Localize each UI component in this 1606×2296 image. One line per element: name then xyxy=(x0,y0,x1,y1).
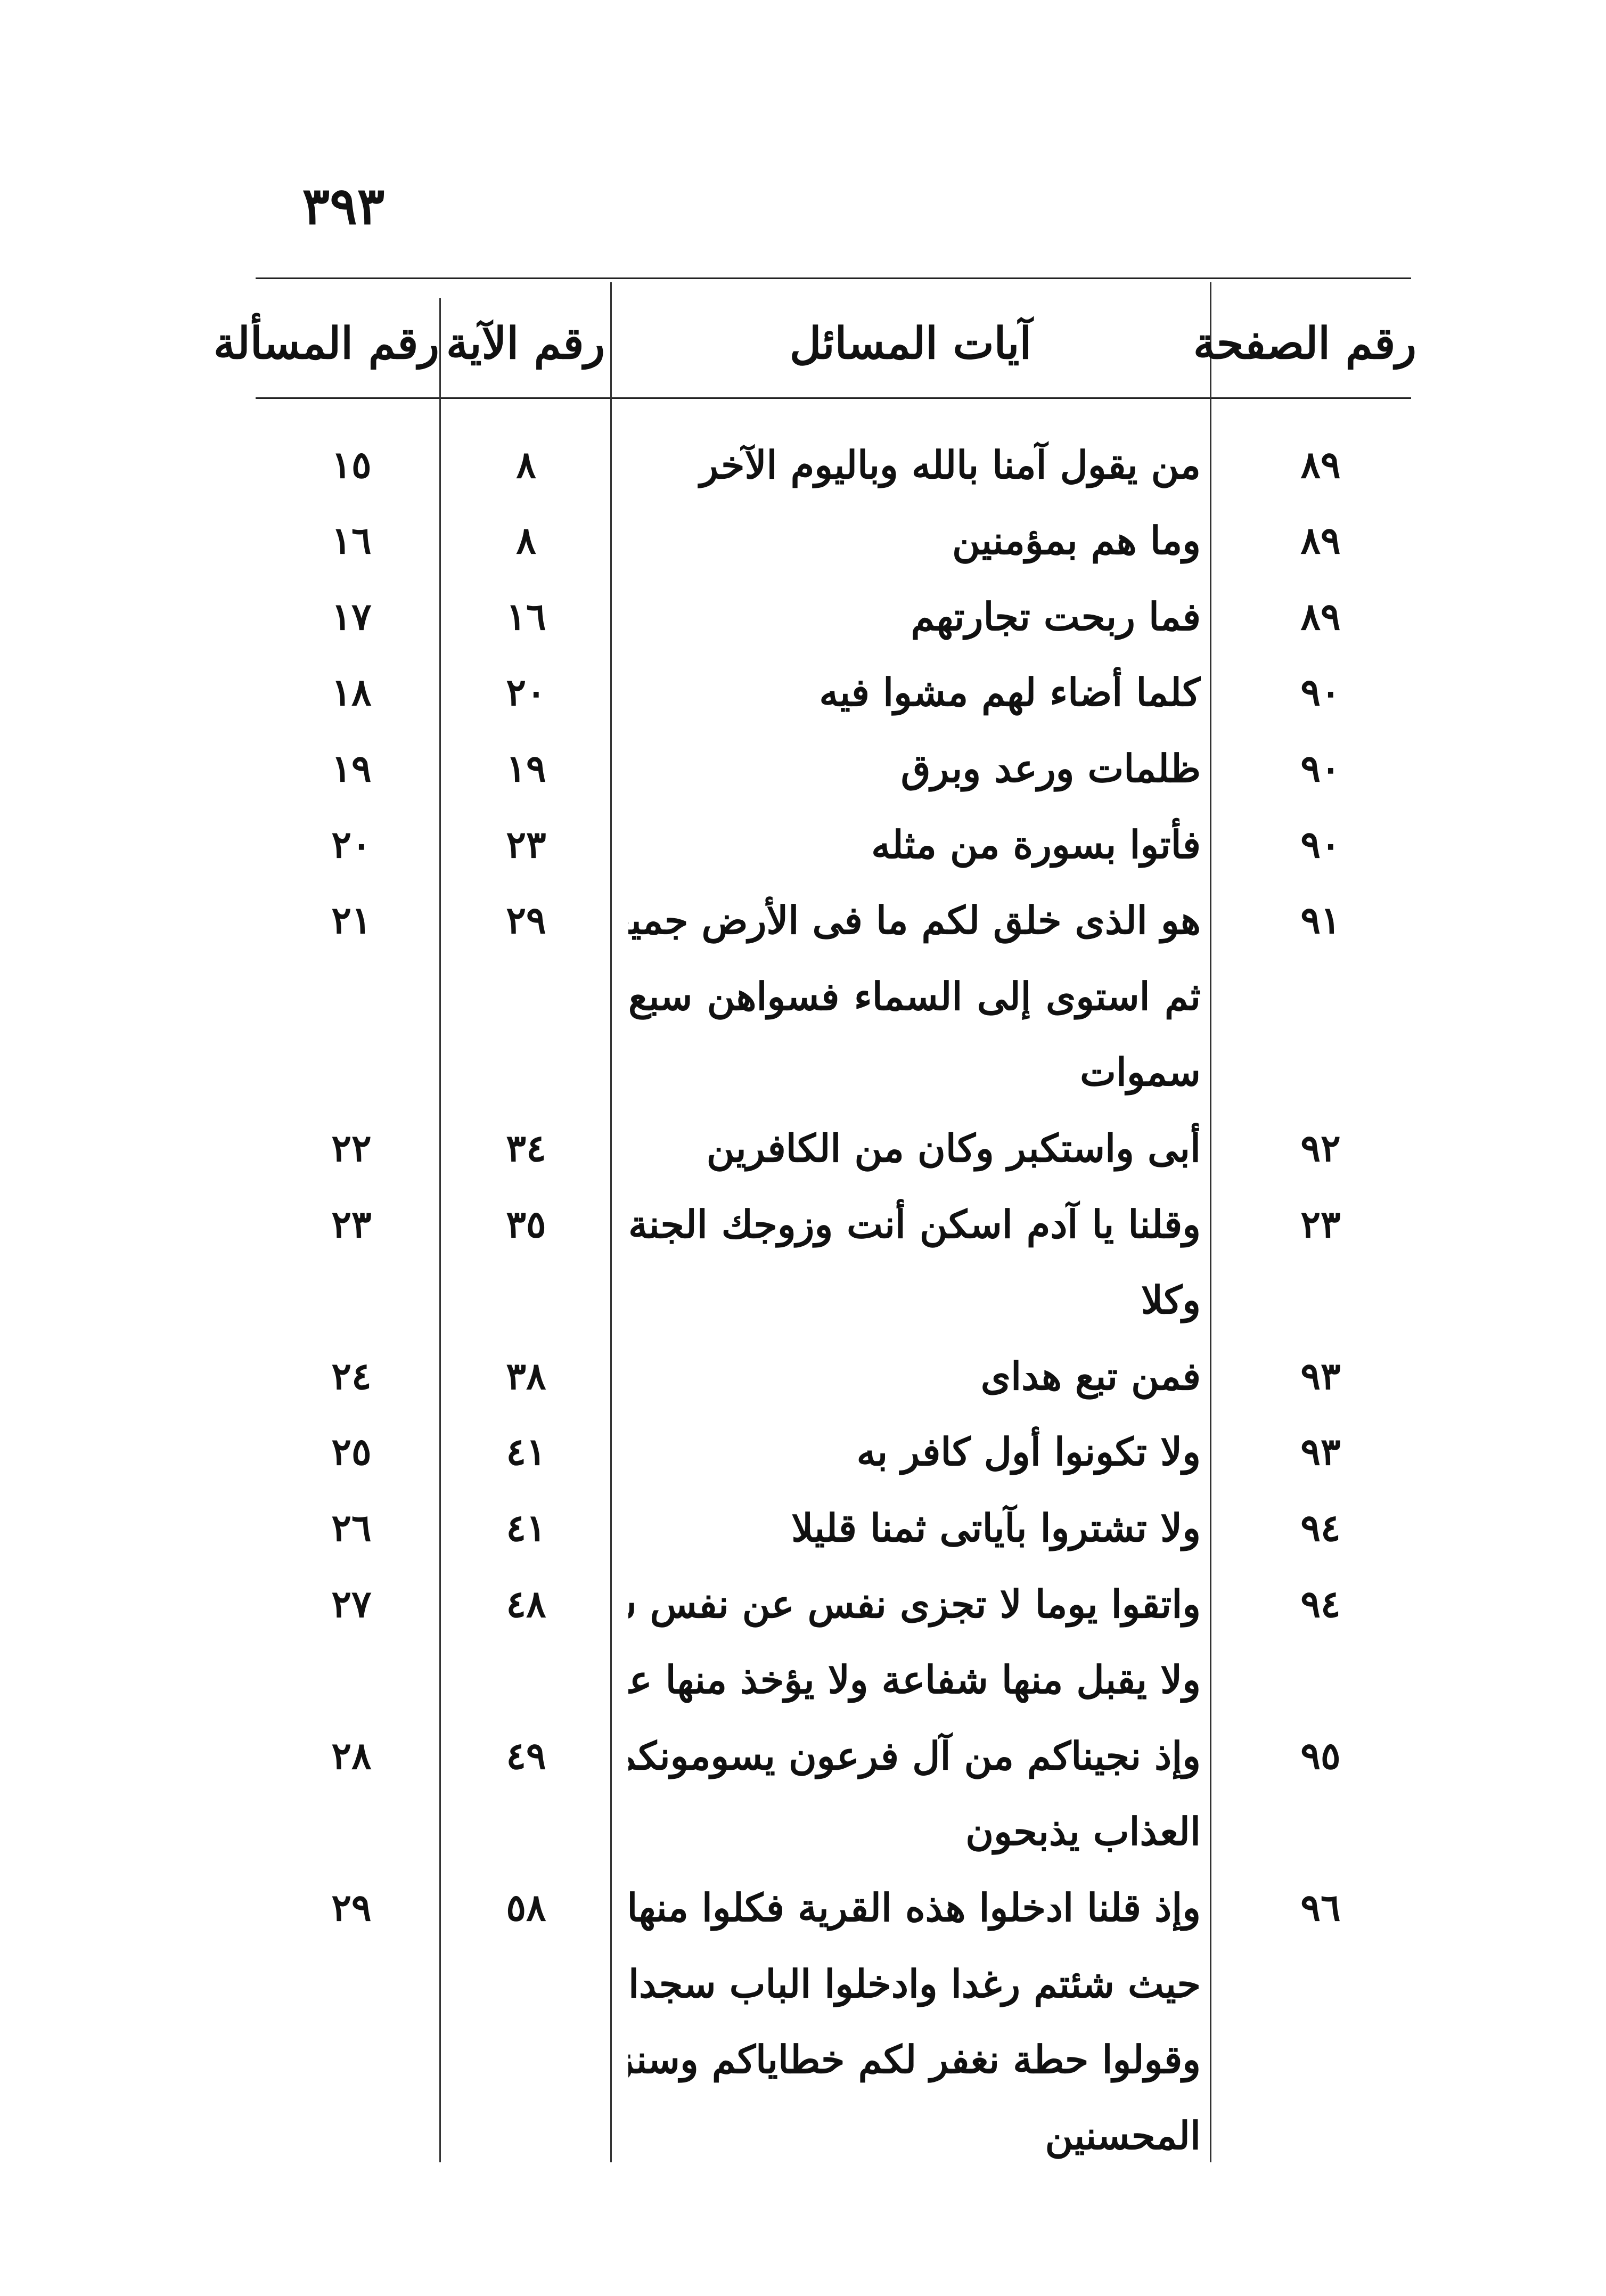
divider-aya-verses xyxy=(610,282,612,2162)
masala-cell: ١٧ xyxy=(331,594,372,639)
masala-cell: ٢٤ xyxy=(331,1353,372,1398)
masala-cell: ١٦ xyxy=(331,518,372,563)
verse-line: حيث شئتم رغدا وادخلوا الباب سجدا xyxy=(628,1960,1201,2006)
verse-line: وقلنا يا آدم اسكن أنت وزوجك الجنة xyxy=(628,1201,1201,1247)
page-cell: ٩٠ xyxy=(1300,670,1341,715)
verse-line: واتقوا يوما لا تجزى نفس عن نفس شيئا xyxy=(628,1581,1201,1627)
verse-line: العذاب يذبحون xyxy=(965,1809,1201,1854)
masala-cell: ١٥ xyxy=(331,442,372,487)
aya-cell: ٤١ xyxy=(506,1429,546,1474)
verse-line: وإذ قلنا ادخلوا هذه القرية فكلوا منها xyxy=(628,1884,1201,1930)
verse-line: وإذ نجيناكم من آل فرعون يسومونكم سوء xyxy=(628,1733,1201,1778)
masala-cell: ٢٣ xyxy=(331,1202,372,1246)
verse-line: ولا يقبل منها شفاعة ولا يؤخذ منها عدل xyxy=(628,1657,1201,1703)
page-cell: ٩٣ xyxy=(1300,1429,1341,1474)
aya-cell: ٤١ xyxy=(506,1505,546,1550)
aya-cell: ٢٣ xyxy=(506,822,546,867)
verse-line: ثم استوى إلى السماء فسواهن سبع xyxy=(628,973,1201,1019)
verse-line: وكلا xyxy=(1141,1277,1201,1323)
masala-cell: ٢٢ xyxy=(331,1125,372,1170)
masala-cell: ٢٠ xyxy=(331,822,372,867)
page-cell: ٢٣ xyxy=(1300,1202,1341,1246)
page-cell: ٩٤ xyxy=(1300,1505,1341,1550)
verse-line: هو الذى خلق لكم ما فى الأرض جميعا xyxy=(628,897,1201,943)
masala-cell: ٢٧ xyxy=(331,1581,372,1626)
header-masala: رقم المسألة xyxy=(213,318,439,369)
page-cell: ٩٠ xyxy=(1300,822,1341,867)
aya-cell: ٨ xyxy=(516,442,536,487)
verse-line: فما ربحت تجارتهم xyxy=(911,593,1201,639)
masala-cell: ٢٥ xyxy=(331,1429,372,1474)
masala-cell: ٢٩ xyxy=(331,1885,372,1930)
header-bottom-rule xyxy=(256,397,1411,399)
masala-cell: ٢٦ xyxy=(331,1505,372,1550)
verse-line: ظلمات ورعد وبرق xyxy=(900,745,1201,791)
page-cell: ٩٣ xyxy=(1300,1353,1341,1398)
page-cell: ٩٢ xyxy=(1300,1125,1341,1170)
verse-line: كلما أضاء لهم مشوا فيه xyxy=(819,669,1201,715)
aya-cell: ٣٨ xyxy=(506,1353,546,1398)
header-verses: آيات المسائل xyxy=(789,318,1032,369)
masala-cell: ٢٨ xyxy=(331,1733,372,1778)
header-aya: رقم الآية xyxy=(446,318,605,369)
page-cell: ٩٦ xyxy=(1300,1885,1341,1930)
page-cell: ٩١ xyxy=(1300,898,1341,943)
verse-line: ولا تشتروا بآياتى ثمنا قليلا xyxy=(791,1505,1201,1550)
aya-cell: ٨ xyxy=(516,518,536,563)
page-cell: ٩٤ xyxy=(1300,1581,1341,1626)
verse-line: وما هم بمؤمنين xyxy=(952,518,1201,563)
verse-line: ولا تكونوا أول كافر به xyxy=(856,1429,1201,1475)
aya-cell: ٢٩ xyxy=(506,898,546,943)
verse-line: سموات xyxy=(1080,1049,1201,1095)
verse-line: المحسنين xyxy=(1045,2112,1201,2158)
verse-line: أبى واستكبر وكان من الكافرين xyxy=(706,1125,1201,1171)
verse-line: فمن تبع هداى xyxy=(980,1353,1201,1399)
masala-cell: ١٩ xyxy=(331,746,372,790)
aya-cell: ٥٨ xyxy=(506,1885,546,1930)
header-top-rule xyxy=(256,277,1411,279)
header-page: رقم الصفحة xyxy=(1193,318,1416,369)
page-cell: ٨٩ xyxy=(1300,594,1341,639)
aya-cell: ١٩ xyxy=(506,746,546,790)
aya-cell: ٤٨ xyxy=(506,1581,546,1626)
verse-line: من يقول آمنا بالله وباليوم الآخر xyxy=(700,442,1201,487)
aya-cell: ١٦ xyxy=(506,594,546,639)
divider-verses-page xyxy=(1210,282,1211,2162)
verse-line: وقولوا حطة نغفر لكم خطاياكم وسنزيد xyxy=(628,2037,1201,2082)
page-cell: ٨٩ xyxy=(1300,518,1341,563)
aya-cell: ٢٠ xyxy=(506,670,546,715)
aya-cell: ٣٤ xyxy=(506,1125,546,1170)
aya-cell: ٤٩ xyxy=(506,1733,546,1778)
page-cell: ٨٩ xyxy=(1300,442,1341,487)
page-number: ٣٩٣ xyxy=(302,176,385,236)
aya-cell: ٣٥ xyxy=(506,1202,546,1246)
page-cell: ٩٥ xyxy=(1300,1733,1341,1778)
masala-cell: ٢١ xyxy=(331,898,372,943)
masala-cell: ١٨ xyxy=(331,670,372,715)
page-cell: ٩٠ xyxy=(1300,746,1341,790)
verse-line: فأتوا بسورة من مثله xyxy=(871,821,1201,867)
divider-masala-aya xyxy=(439,298,441,2162)
